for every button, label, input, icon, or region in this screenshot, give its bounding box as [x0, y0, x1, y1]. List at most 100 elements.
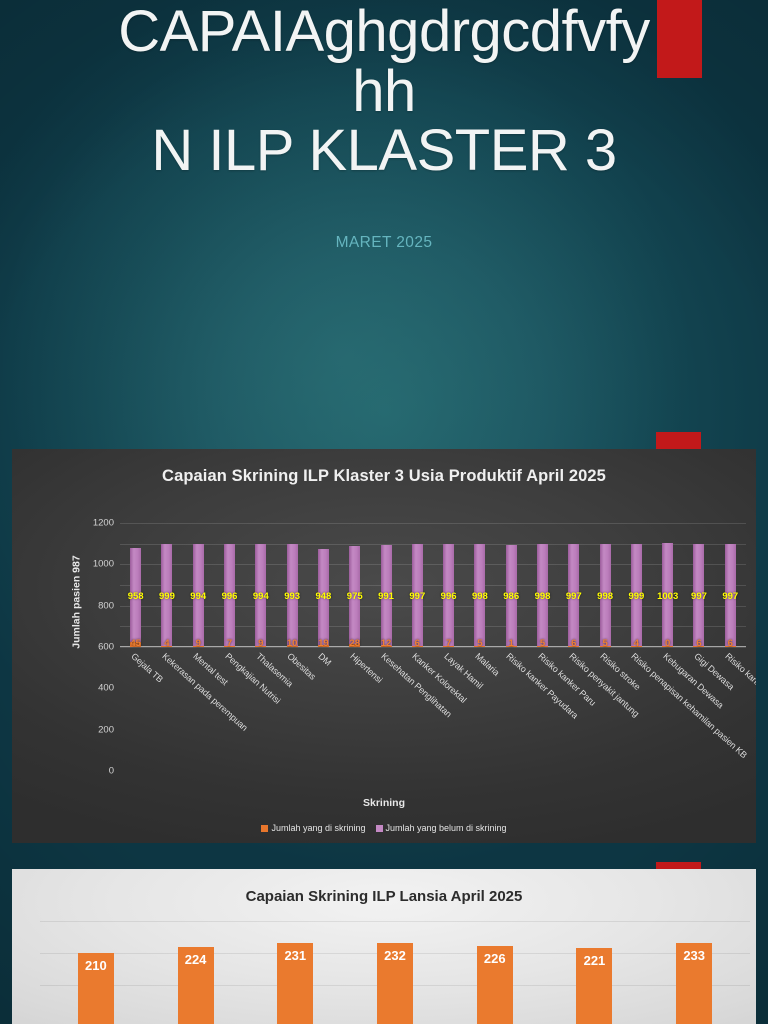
chart2-bar-column: 233 [644, 921, 744, 1024]
chart1-value-label-belum: 1003 [657, 591, 679, 602]
chart1-value-label-sudah: 7 [226, 638, 233, 649]
chart2-value-label: 210 [85, 958, 107, 973]
chart1-category-labels: Gejala TB Kekerasan pada perempuan Mental … [120, 649, 756, 779]
chart2-plot-area: 210 224 231 232 226 221 233 [40, 921, 750, 1024]
chart1-bar-sudah-skrining [662, 646, 674, 647]
chart1-bar-column: 986 1 [496, 523, 527, 649]
chart1-category-slot: Pengkajian Nutrisi [214, 649, 282, 779]
chart2-bar-column: 232 [345, 921, 445, 1024]
chart1-bar-sudah-skrining [568, 646, 580, 647]
chart1-value-label-belum: 997 [409, 591, 426, 602]
chart1-value-label-sudah: 6 [414, 638, 420, 649]
chart1-bar-column: 997 6 [683, 523, 714, 649]
chart1-value-label-sudah: 0 [665, 638, 671, 649]
chart1-value-label-sudah: 4 [633, 638, 640, 649]
chart-usia-produktif: Capaian Skrining ILP Klaster 3 Usia Prod… [12, 449, 756, 843]
chart1-bar-sudah-skrining [192, 646, 204, 647]
chart1-value-label-belum: 998 [534, 591, 551, 602]
chart1-category-slot: Risiko kanker Payudara [496, 649, 581, 779]
chart1-value-label-sudah: 1 [508, 638, 514, 649]
chart1-bar-column: 948 19 [308, 523, 339, 649]
chart1-value-label-sudah: 5 [602, 638, 608, 649]
chart1-category-slot: DM [308, 649, 339, 779]
chart1-legend-swatch [261, 824, 269, 832]
chart2-bar [377, 942, 414, 1024]
chart1-value-label-belum: 975 [346, 591, 363, 602]
chart1-bar-sudah-skrining [380, 645, 392, 647]
chart1-category-label: DM [316, 651, 334, 668]
chart1-bar-belum-skrining [568, 543, 580, 647]
chart1-y-tick-label: 0 [108, 765, 114, 777]
chart1-gridline: 600 [98, 585, 746, 653]
chart1-category-slot: Kekerasan pada perempuan [151, 649, 249, 779]
chart1-bar-group: 958 45 999 4 994 9 996 7 994 9 993 10 948 19 975 28 991 1… [120, 523, 746, 649]
chart2-bar-column: 231 [245, 921, 345, 1024]
chart1-bar-column: 993 10 [276, 523, 307, 649]
chart1-value-label-sudah: 12 [380, 638, 392, 649]
chart1-x-axis-line [120, 646, 746, 647]
chart1-bar-sudah-skrining [630, 646, 642, 647]
chart1-bar-column: 998 5 [589, 523, 620, 649]
chart2-bar [576, 947, 613, 1024]
chart1-legend: Jumlah yang di skrining Jumlah yang belum… [12, 823, 756, 833]
chart1-gridline: 800 [98, 564, 746, 611]
chart1-value-label-sudah: 4 [164, 638, 170, 649]
chart1-category-slot: Risiko kanker Paru [527, 649, 597, 779]
chart1-bar-belum-skrining [693, 543, 705, 647]
chart1-x-axis-label: Skrining [362, 797, 405, 809]
chart1-plot-area: 1200 1000 800 600 400 200 0 958 45 999 4 994 9 996 7 9… [93, 518, 746, 777]
chart1-legend-item: Jumlah yang di skrining [261, 823, 366, 833]
chart1-value-label-belum: 994 [252, 591, 269, 602]
chart1-bar-sudah-skrining [286, 645, 298, 647]
chart1-bar-column: 999 4 [621, 523, 652, 649]
chart1-bar-column: 994 9 [183, 523, 214, 649]
chart1-value-label-sudah: 6 [696, 638, 702, 649]
chart1-bar-belum-skrining [724, 543, 736, 647]
chart1-bar-belum-skrining [255, 544, 267, 647]
chart1-y-tick-label: 1200 [92, 517, 114, 529]
chart1-bar-column: 991 12 [370, 523, 401, 649]
chart1-gridline: 1000 [93, 543, 746, 570]
chart1-category-slot: Kanker Kolorektal [402, 649, 469, 779]
chart1-value-label-sudah: 6 [571, 638, 577, 649]
chart1-value-label-belum: 999 [159, 591, 175, 602]
chart1-value-label-belum: 998 [597, 591, 614, 602]
chart1-bar-sudah-skrining [537, 646, 548, 647]
chart1-y-tick-label: 600 [98, 641, 114, 653]
chart1-category-slot: Mental test [183, 649, 231, 779]
chart1-bar-belum-skrining [286, 544, 298, 647]
chart1-legend-item: Jumlah yang belum di skrining [375, 823, 507, 833]
chart1-bar-column: 975 28 [339, 523, 370, 649]
chart1-category-slot: Malaria [464, 649, 501, 779]
chart1-category-slot: Gigi Dewasa [683, 649, 736, 779]
chart1-category-slot: Layak Hamil [433, 649, 485, 779]
chart2-bar-column: 226 [445, 921, 545, 1024]
chart1-bar-belum-skrining [662, 543, 674, 647]
chart1-title: Capaian Skrining ILP Klaster 3 Usia Prod… [162, 467, 606, 485]
chart-lansia: Capaian Skrining ILP Lansia April 2025 2… [12, 869, 756, 1024]
chart1-bar-sudah-skrining [130, 642, 142, 647]
chart1-bar-belum-skrining [224, 544, 236, 647]
chart1-bar-belum-skrining [537, 543, 548, 647]
chart1-bar-belum-skrining [443, 544, 455, 647]
chart2-gridline [40, 921, 750, 922]
chart1-bar-sudah-skrining [161, 646, 173, 647]
chart2-title: Capaian Skrining ILP Lansia April 2025 [245, 888, 523, 905]
chart2-bar [476, 945, 513, 1024]
chart1-category-slot: Risiko stroke [589, 649, 642, 779]
chart1-value-label-belum: 991 [378, 591, 394, 602]
chart1-category-label: Risiko kanker Serviks [723, 651, 756, 715]
chart1-gridline: 0 [109, 647, 746, 777]
chart1-bar-sudah-skrining [693, 646, 705, 647]
chart2-value-label: 232 [384, 947, 406, 963]
chart1-value-label-belum: 986 [503, 591, 520, 602]
chart1-value-label-sudah: 5 [477, 638, 483, 649]
chart2-bar [277, 943, 314, 1024]
chart1-bar-column: 998 5 [464, 523, 495, 649]
chart1-bar-belum-skrining [474, 543, 486, 647]
chart1-category-slot: Kesehatan Penglihatan [370, 649, 453, 779]
chart1-value-label-sudah: 28 [349, 638, 360, 649]
chart1-bar-sudah-skrining [224, 646, 236, 647]
chart1-value-label-sudah: 9 [258, 638, 264, 649]
chart1-category-slot: Risiko penyakit jantung [558, 649, 641, 779]
